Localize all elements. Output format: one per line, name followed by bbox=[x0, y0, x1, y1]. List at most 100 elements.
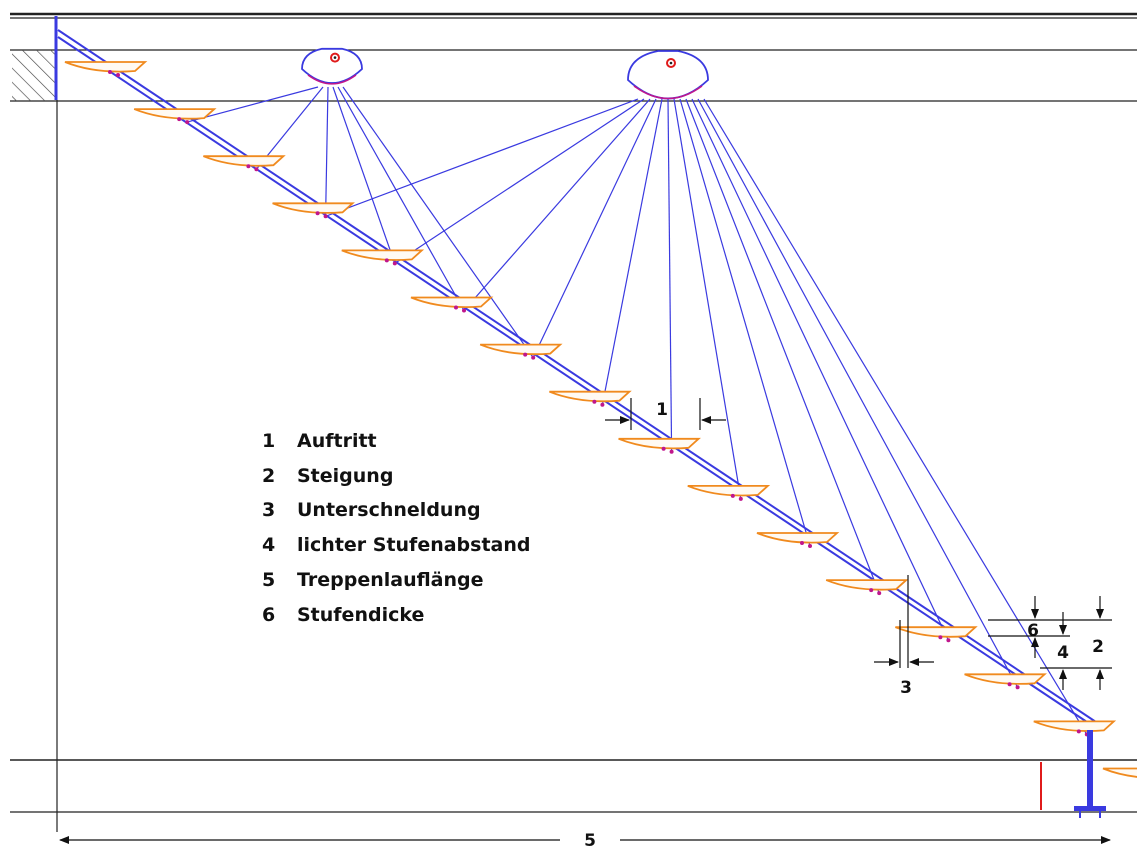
stair-stringer bbox=[57, 29, 1106, 731]
suspension-cable bbox=[463, 98, 651, 311]
stair-step bbox=[1102, 767, 1137, 778]
step-bolt bbox=[738, 496, 743, 501]
stair-step bbox=[479, 343, 563, 360]
step-tread bbox=[618, 437, 701, 450]
suspension-cable bbox=[703, 98, 1088, 735]
legend-number-4: 4 bbox=[262, 534, 275, 556]
step-bolt bbox=[323, 214, 328, 219]
step-bolt bbox=[938, 635, 943, 640]
step-bolt bbox=[730, 493, 735, 498]
stair-step bbox=[272, 202, 355, 219]
pylon-small bbox=[301, 47, 363, 85]
step-bolt bbox=[877, 591, 882, 596]
dimension-rise-group bbox=[988, 596, 1112, 690]
suspension-cable bbox=[394, 98, 645, 264]
legend-number-2: 2 bbox=[262, 465, 275, 487]
step-tread bbox=[756, 532, 840, 544]
suspension-cable bbox=[679, 98, 811, 547]
step-tread bbox=[64, 61, 148, 73]
step-bolt bbox=[1015, 685, 1020, 690]
pylon-pin-center bbox=[669, 61, 673, 65]
building-structure bbox=[10, 12, 1137, 832]
legend-number-1: 1 bbox=[262, 430, 275, 452]
step-tread bbox=[964, 673, 1047, 685]
step-tread bbox=[410, 296, 494, 308]
stair-step bbox=[687, 485, 771, 501]
legend-label-4: lichter Stufenabstand bbox=[297, 534, 531, 556]
suspension-cable bbox=[601, 98, 663, 405]
support-base-plate bbox=[1074, 806, 1106, 811]
stair-step bbox=[618, 437, 701, 454]
step-bolt bbox=[254, 167, 259, 172]
stair-step bbox=[1033, 720, 1117, 737]
step-bolt bbox=[185, 120, 190, 125]
cable-pylons bbox=[301, 47, 709, 100]
wall-hatch bbox=[12, 50, 56, 101]
stair-step bbox=[341, 249, 425, 266]
suspension-cable bbox=[325, 86, 329, 217]
pylon-anchor-arc bbox=[307, 74, 357, 85]
step-bolt bbox=[116, 73, 120, 77]
step-bolt bbox=[108, 70, 112, 74]
stair-step bbox=[756, 532, 840, 548]
step-bolt bbox=[454, 305, 458, 310]
suspension-cable bbox=[342, 86, 534, 358]
dim-label-tread: 1 bbox=[656, 400, 668, 420]
suspension-cable bbox=[332, 86, 396, 264]
legend-label-6: Stufendicke bbox=[297, 604, 424, 626]
step-tread bbox=[825, 579, 909, 591]
dimension-annotations bbox=[59, 398, 1112, 844]
step-tread bbox=[687, 485, 771, 497]
step-tread bbox=[272, 202, 355, 214]
step-tread bbox=[203, 155, 286, 167]
suspension-cable bbox=[325, 98, 639, 217]
dimension-undercut bbox=[874, 575, 934, 668]
suspension-cable bbox=[532, 98, 657, 358]
stair-step bbox=[825, 579, 909, 596]
step-tread bbox=[479, 343, 563, 356]
step-tread bbox=[1102, 767, 1137, 778]
stair-step bbox=[133, 108, 217, 125]
stair-step bbox=[64, 61, 148, 77]
legend-label-5: Treppenlauflänge bbox=[297, 569, 484, 591]
step-bolt bbox=[462, 308, 466, 313]
step-bolt bbox=[669, 449, 674, 454]
step-bolt bbox=[946, 638, 951, 643]
step-bolt bbox=[592, 399, 597, 404]
stair-step bbox=[895, 626, 978, 643]
pylon-body bbox=[627, 50, 709, 100]
stair-step bbox=[964, 673, 1047, 690]
step-bolt bbox=[1076, 729, 1081, 734]
legend-number-3: 3 bbox=[262, 499, 275, 521]
pylon-large bbox=[627, 50, 709, 100]
step-bolt bbox=[523, 352, 528, 357]
step-bolt bbox=[869, 588, 874, 593]
step-bolt bbox=[384, 258, 389, 263]
dim-label-run-length: 5 bbox=[584, 831, 596, 846]
legend-label-1: Auftritt bbox=[297, 430, 377, 452]
dim-label-clear-spacing: 4 bbox=[1057, 643, 1069, 663]
pylon-anchor-arc bbox=[633, 85, 703, 100]
support-column bbox=[1087, 730, 1093, 808]
legend-label-3: Unterschneldung bbox=[297, 499, 481, 521]
step-bolt bbox=[800, 541, 804, 545]
suspension-cable bbox=[697, 98, 1019, 688]
step-bolt bbox=[246, 164, 251, 169]
step-tread bbox=[549, 390, 632, 403]
stair-steps bbox=[64, 61, 1137, 778]
suspension-cable bbox=[337, 86, 465, 311]
stringer-top-edge bbox=[57, 29, 1106, 729]
step-bolt bbox=[661, 446, 666, 451]
legend-label-2: Steigung bbox=[297, 465, 393, 487]
dimension-tread bbox=[605, 398, 726, 430]
step-bolt bbox=[315, 211, 320, 216]
suspension-cable bbox=[187, 86, 319, 123]
step-tread bbox=[1033, 720, 1117, 732]
stair-step bbox=[203, 155, 286, 172]
suspension-cable bbox=[667, 98, 673, 452]
dim-label-step-thickness: 6 bbox=[1027, 621, 1039, 641]
step-bolt bbox=[1007, 682, 1012, 687]
legend: 1 Auftritt 2 Steigung 3 Unterschneldung … bbox=[262, 430, 531, 626]
